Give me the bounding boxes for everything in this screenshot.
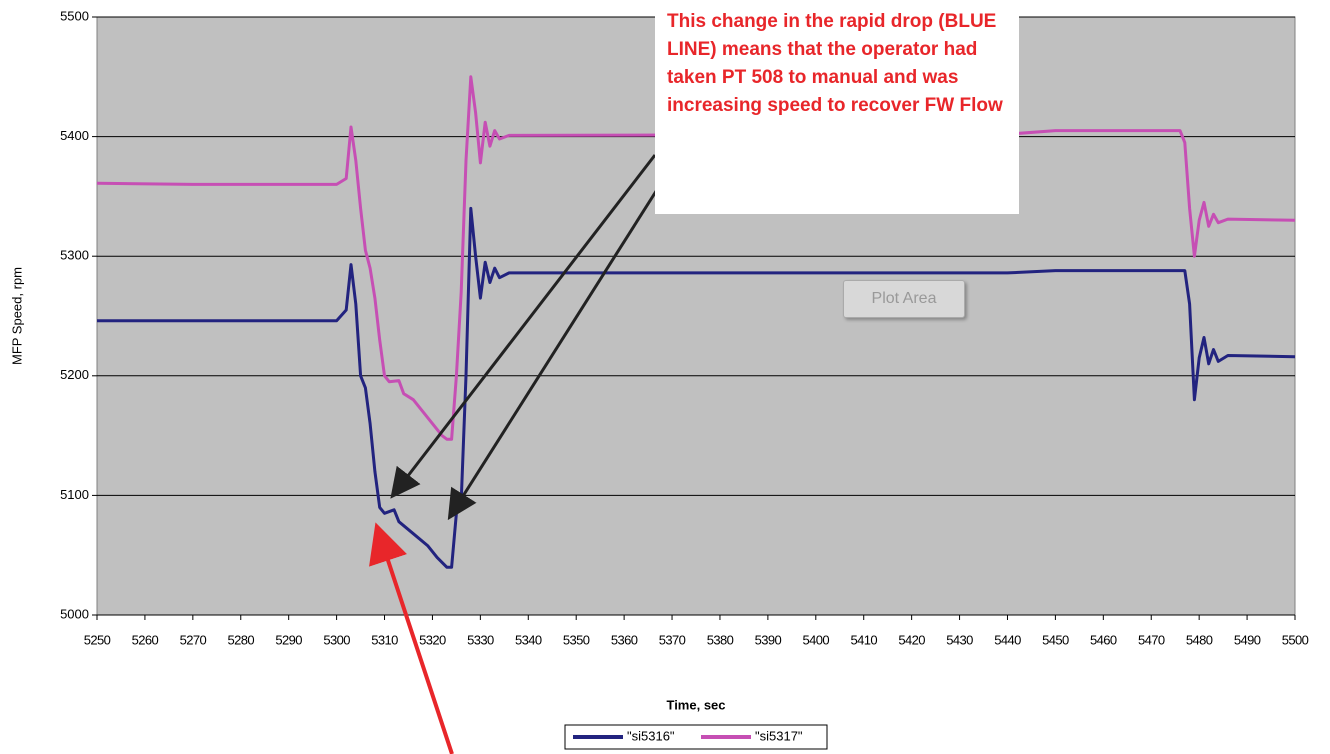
x-tick-label: 5460 (1090, 632, 1117, 647)
x-tick-label: 5270 (180, 632, 207, 647)
line (97, 206, 1296, 569)
x-tick-label: 5280 (227, 632, 254, 647)
x-tick-label: 5400 (803, 632, 830, 647)
x-tick-label: 5340 (515, 632, 542, 647)
annotation: This change in the rapid drop (BLUE LINE… (655, 0, 1019, 214)
y-tick-label: 5200 (60, 367, 89, 382)
x-tick-label: 5490 (1234, 632, 1261, 647)
y-tick-label: 5000 (60, 606, 89, 621)
x-tick-label: 5300 (323, 632, 350, 647)
x-tick-label: 5440 (994, 632, 1021, 647)
x-tick-label: 5430 (946, 632, 973, 647)
x-axis-label: Time, sec (666, 697, 725, 712)
x-tick-label: 5470 (1138, 632, 1165, 647)
arrow (369, 522, 454, 754)
arrow (447, 184, 662, 521)
x-tick-label: 5500 (1282, 632, 1309, 647)
x-tick-label: 5380 (707, 632, 734, 647)
y-axis-label: MFP Speed, rpm (9, 267, 24, 365)
x-tick-label: 5320 (419, 632, 446, 647)
x-tick-label: 5450 (1042, 632, 1069, 647)
y-tick-label: 5500 (60, 8, 89, 23)
tooltip: Plot Area (843, 280, 965, 318)
x-tick-label: 5480 (1186, 632, 1213, 647)
legend-box (564, 724, 828, 750)
x-tick-label: 5410 (850, 632, 877, 647)
arrow (390, 154, 657, 499)
x-tick-label: 5370 (659, 632, 686, 647)
x-tick-label: 5330 (467, 632, 494, 647)
y-tick-label: 5400 (60, 128, 89, 143)
legend-label: "si5317" (755, 728, 803, 743)
x-tick-label: 5290 (275, 632, 302, 647)
y-tick-label: 5300 (60, 248, 89, 263)
x-tick-label: 5350 (563, 632, 590, 647)
y-tick-label: 5100 (60, 487, 89, 502)
x-tick-label: 5260 (132, 632, 159, 647)
x-tick-label: 5310 (371, 632, 398, 647)
x-tick-label: 5390 (755, 632, 782, 647)
legend-label: "si5316" (627, 728, 675, 743)
line (96, 75, 1296, 441)
x-tick-label: 5360 (611, 632, 638, 647)
x-tick-label: 5420 (898, 632, 925, 647)
x-tick-label: 5250 (84, 632, 111, 647)
